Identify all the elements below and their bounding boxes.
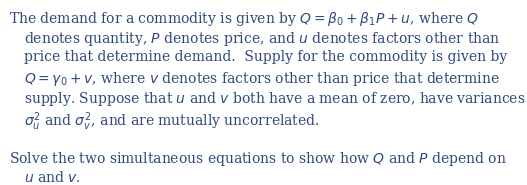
Text: $\sigma^2_u$ and $\sigma^2_v$, and are mutually uncorrelated.: $\sigma^2_u$ and $\sigma^2_v$, and are m… — [24, 110, 319, 133]
Text: supply. Suppose that $u$ and $v$ both have a mean of zero, have variances: supply. Suppose that $u$ and $v$ both ha… — [24, 90, 525, 108]
Text: price that determine demand.  Supply for the commodity is given by: price that determine demand. Supply for … — [24, 50, 507, 64]
Text: $u$ and $v$.: $u$ and $v$. — [24, 170, 81, 185]
Text: $Q = \gamma_0 + v$, where $v$ denotes factors other than price that determine: $Q = \gamma_0 + v$, where $v$ denotes fa… — [24, 70, 500, 88]
Text: denotes quantity, $P$ denotes price, and $u$ denotes factors other than: denotes quantity, $P$ denotes price, and… — [24, 30, 500, 48]
Text: The demand for a commodity is given by $Q = \beta_0 + \beta_1 P + u$, where $Q$: The demand for a commodity is given by $… — [9, 10, 480, 28]
Text: Solve the two simultaneous equations to show how $Q$ and $P$ depend on: Solve the two simultaneous equations to … — [9, 150, 507, 168]
